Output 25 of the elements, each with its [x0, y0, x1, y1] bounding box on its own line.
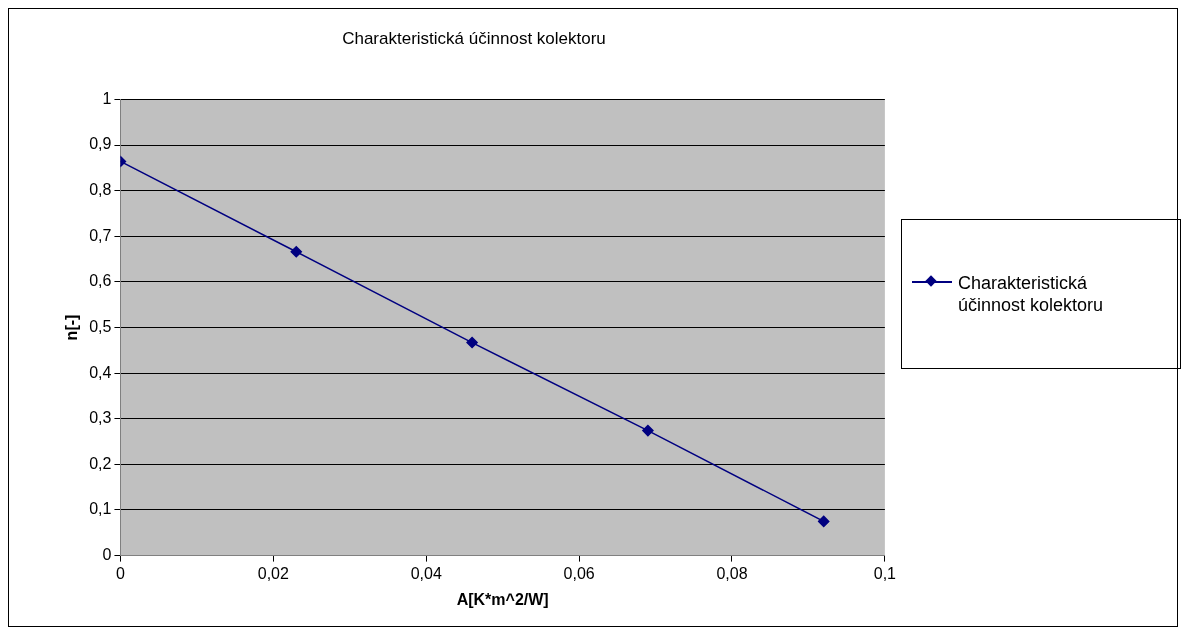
x-axis-title: A[K*m^2/W] [456, 590, 549, 608]
y-tick-label: 0,8 [89, 181, 112, 199]
y-tick-label: 0,1 [89, 500, 112, 518]
point [642, 424, 654, 437]
y-tick-label: 0 [102, 546, 112, 564]
chart-title: Charakteristická účinnost kolektoru [342, 28, 606, 48]
legend-label: Charakteristická účinnost kolektoru [958, 272, 1105, 316]
y-tick-label: 0,3 [89, 409, 112, 427]
x-tick-label: 0,1 [873, 564, 897, 582]
y-axis-title: n[-] [63, 314, 81, 341]
x-tick-label: 0,06 [563, 564, 595, 582]
y-tick-label: 0,9 [89, 135, 112, 153]
y-tick-label: 1 [102, 89, 112, 107]
y-tick-label: 0,5 [89, 317, 112, 335]
x-tick-label: 0,08 [716, 564, 748, 582]
point [290, 246, 303, 258]
x-tick-label: 0 [115, 564, 125, 582]
point [817, 515, 830, 528]
x-tick-label: 0,04 [410, 564, 442, 582]
y-tick-label: 0,2 [89, 454, 112, 472]
y-tick-label: 0,4 [89, 363, 112, 381]
x-tick-label: 0,02 [257, 564, 289, 582]
point [466, 336, 478, 349]
y-tick-label: 0,7 [89, 226, 112, 244]
y-tick-label: 0,6 [89, 272, 112, 290]
